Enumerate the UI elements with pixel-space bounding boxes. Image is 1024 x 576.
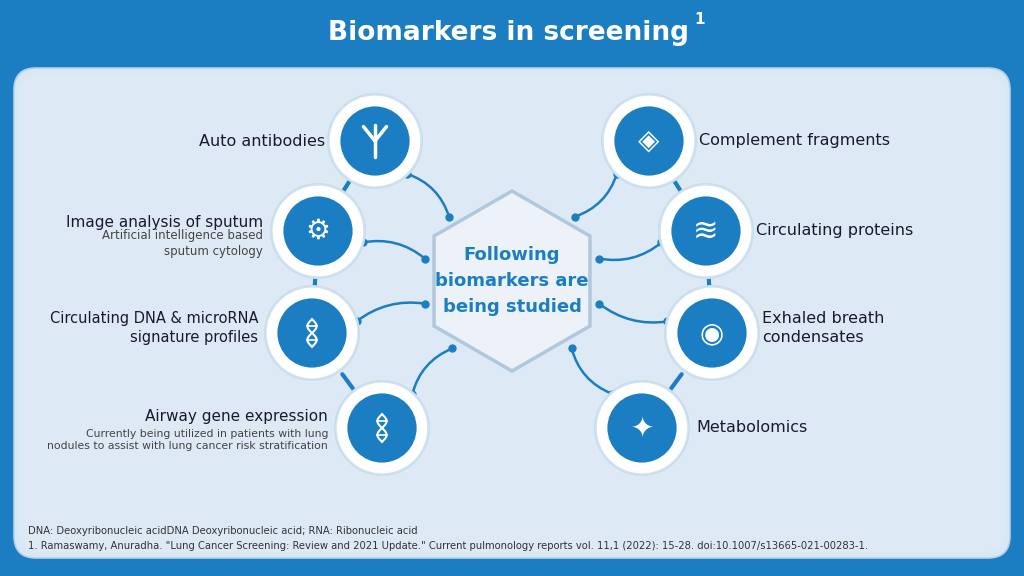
Polygon shape bbox=[434, 191, 590, 371]
Circle shape bbox=[264, 285, 360, 381]
Circle shape bbox=[613, 105, 685, 177]
Text: Following
biomarkers are
being studied: Following biomarkers are being studied bbox=[435, 245, 589, 316]
Circle shape bbox=[276, 297, 348, 369]
Text: Complement fragments: Complement fragments bbox=[699, 134, 890, 149]
FancyBboxPatch shape bbox=[14, 68, 1010, 558]
Circle shape bbox=[327, 93, 423, 189]
FancyBboxPatch shape bbox=[0, 560, 1024, 576]
Circle shape bbox=[660, 185, 752, 277]
Circle shape bbox=[606, 392, 678, 464]
FancyBboxPatch shape bbox=[20, 74, 1004, 552]
Text: Circulating DNA & microRNA
signature profiles: Circulating DNA & microRNA signature pro… bbox=[49, 310, 258, 346]
Text: Airway gene expression: Airway gene expression bbox=[145, 408, 328, 423]
Circle shape bbox=[664, 285, 760, 381]
Text: Biomarkers in screening: Biomarkers in screening bbox=[328, 20, 688, 46]
Text: Artificial intelligence based
sputum cytology: Artificial intelligence based sputum cyt… bbox=[102, 229, 263, 257]
Text: Auto antibodies: Auto antibodies bbox=[199, 134, 325, 149]
Circle shape bbox=[601, 93, 697, 189]
Circle shape bbox=[670, 195, 742, 267]
Text: ◈: ◈ bbox=[638, 127, 659, 155]
Text: 1: 1 bbox=[694, 12, 706, 26]
Text: ⚙: ⚙ bbox=[305, 217, 331, 245]
Circle shape bbox=[272, 185, 364, 277]
Circle shape bbox=[329, 95, 421, 187]
Circle shape bbox=[339, 105, 411, 177]
Circle shape bbox=[603, 95, 695, 187]
Text: Exhaled breath
condensates: Exhaled breath condensates bbox=[762, 310, 885, 346]
Circle shape bbox=[658, 183, 754, 279]
Text: DNA: Deoxyribonucleic acidDNA Deoxyribonucleic acid; RNA: Ribonucleic acid: DNA: Deoxyribonucleic acidDNA Deoxyribon… bbox=[28, 526, 418, 536]
Text: Currently being utilized in patients with lung
nodules to assist with lung cance: Currently being utilized in patients wit… bbox=[47, 429, 328, 451]
Text: Image analysis of sputum: Image analysis of sputum bbox=[66, 215, 263, 230]
Text: ◉: ◉ bbox=[699, 319, 724, 347]
Circle shape bbox=[346, 392, 418, 464]
Text: 1. Ramaswamy, Anuradha. "Lung Cancer Screening: Review and 2021 Update." Current: 1. Ramaswamy, Anuradha. "Lung Cancer Scr… bbox=[28, 541, 868, 551]
Circle shape bbox=[270, 183, 366, 279]
Circle shape bbox=[666, 287, 758, 379]
Circle shape bbox=[282, 195, 354, 267]
Text: ✦: ✦ bbox=[631, 414, 653, 442]
Circle shape bbox=[336, 382, 428, 474]
Circle shape bbox=[596, 382, 688, 474]
FancyBboxPatch shape bbox=[0, 0, 1024, 66]
Circle shape bbox=[266, 287, 358, 379]
Text: Circulating proteins: Circulating proteins bbox=[756, 223, 913, 238]
Circle shape bbox=[334, 380, 430, 476]
Circle shape bbox=[676, 297, 748, 369]
Text: Metabolomics: Metabolomics bbox=[696, 420, 807, 435]
Circle shape bbox=[594, 380, 690, 476]
Text: ≋: ≋ bbox=[693, 217, 719, 245]
